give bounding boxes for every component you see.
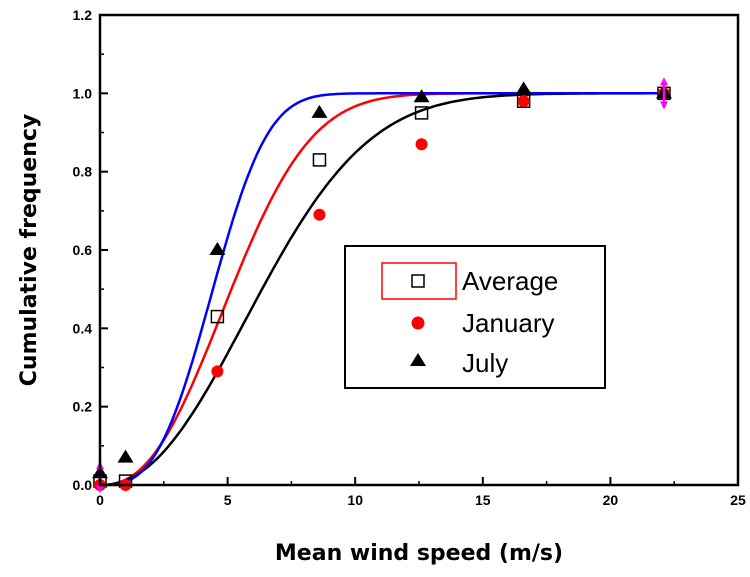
legend-symbol-average — [411, 274, 425, 288]
marker-january — [517, 95, 530, 108]
legend-label-january: January — [462, 308, 555, 338]
fit-curves — [99, 92, 664, 487]
x-tick-label: 20 — [603, 492, 619, 508]
y-tick-label: 0.4 — [73, 320, 93, 336]
y-tick-label: 0.8 — [73, 164, 93, 180]
marker-july — [515, 81, 532, 95]
legend-highlight-box — [381, 262, 457, 300]
y-tick-label: 0.2 — [73, 399, 93, 415]
legend-label-july: July — [462, 348, 508, 378]
legend-symbol-july — [410, 353, 426, 366]
legend-symbol-january — [411, 316, 425, 330]
endpoint-handle-arrow — [96, 485, 104, 494]
y-tick-label: 0.6 — [73, 242, 93, 258]
legend-box — [344, 245, 606, 389]
marker-january — [313, 208, 326, 221]
legend: Average January July — [344, 245, 606, 389]
x-tick-label: 15 — [475, 492, 491, 508]
marker-july — [117, 449, 134, 463]
marker-july — [413, 89, 430, 103]
marker-january — [211, 365, 224, 378]
y-tick-label: 1.2 — [73, 7, 93, 23]
x-tick-label: 0 — [96, 492, 104, 508]
marker-july — [311, 104, 328, 118]
marker-average — [210, 309, 225, 324]
x-tick-label: 25 — [730, 492, 746, 508]
endpoint-handle-arrow — [659, 77, 668, 86]
x-axis-title: Mean wind speed (m/s) — [275, 541, 563, 566]
marker-average — [312, 153, 327, 167]
marker-january — [415, 138, 428, 151]
legend-label-average: Average — [462, 266, 558, 296]
axis-ticks: 0 5 10 15 20 25 0.0 0.2 0.4 0.6 0.8 1.0 1.2 — [73, 7, 746, 508]
y-axis-title: Cumulative frequency — [17, 114, 42, 386]
endpoint-handle-arrow — [659, 101, 668, 110]
x-tick-label: 10 — [347, 492, 363, 508]
y-tick-label: 1.0 — [73, 85, 93, 101]
y-tick-label: 0.0 — [73, 477, 93, 493]
marker-july — [209, 242, 226, 255]
x-tick-label: 5 — [224, 492, 232, 508]
marker-average — [414, 106, 429, 120]
fit-line-july — [100, 92, 664, 487]
